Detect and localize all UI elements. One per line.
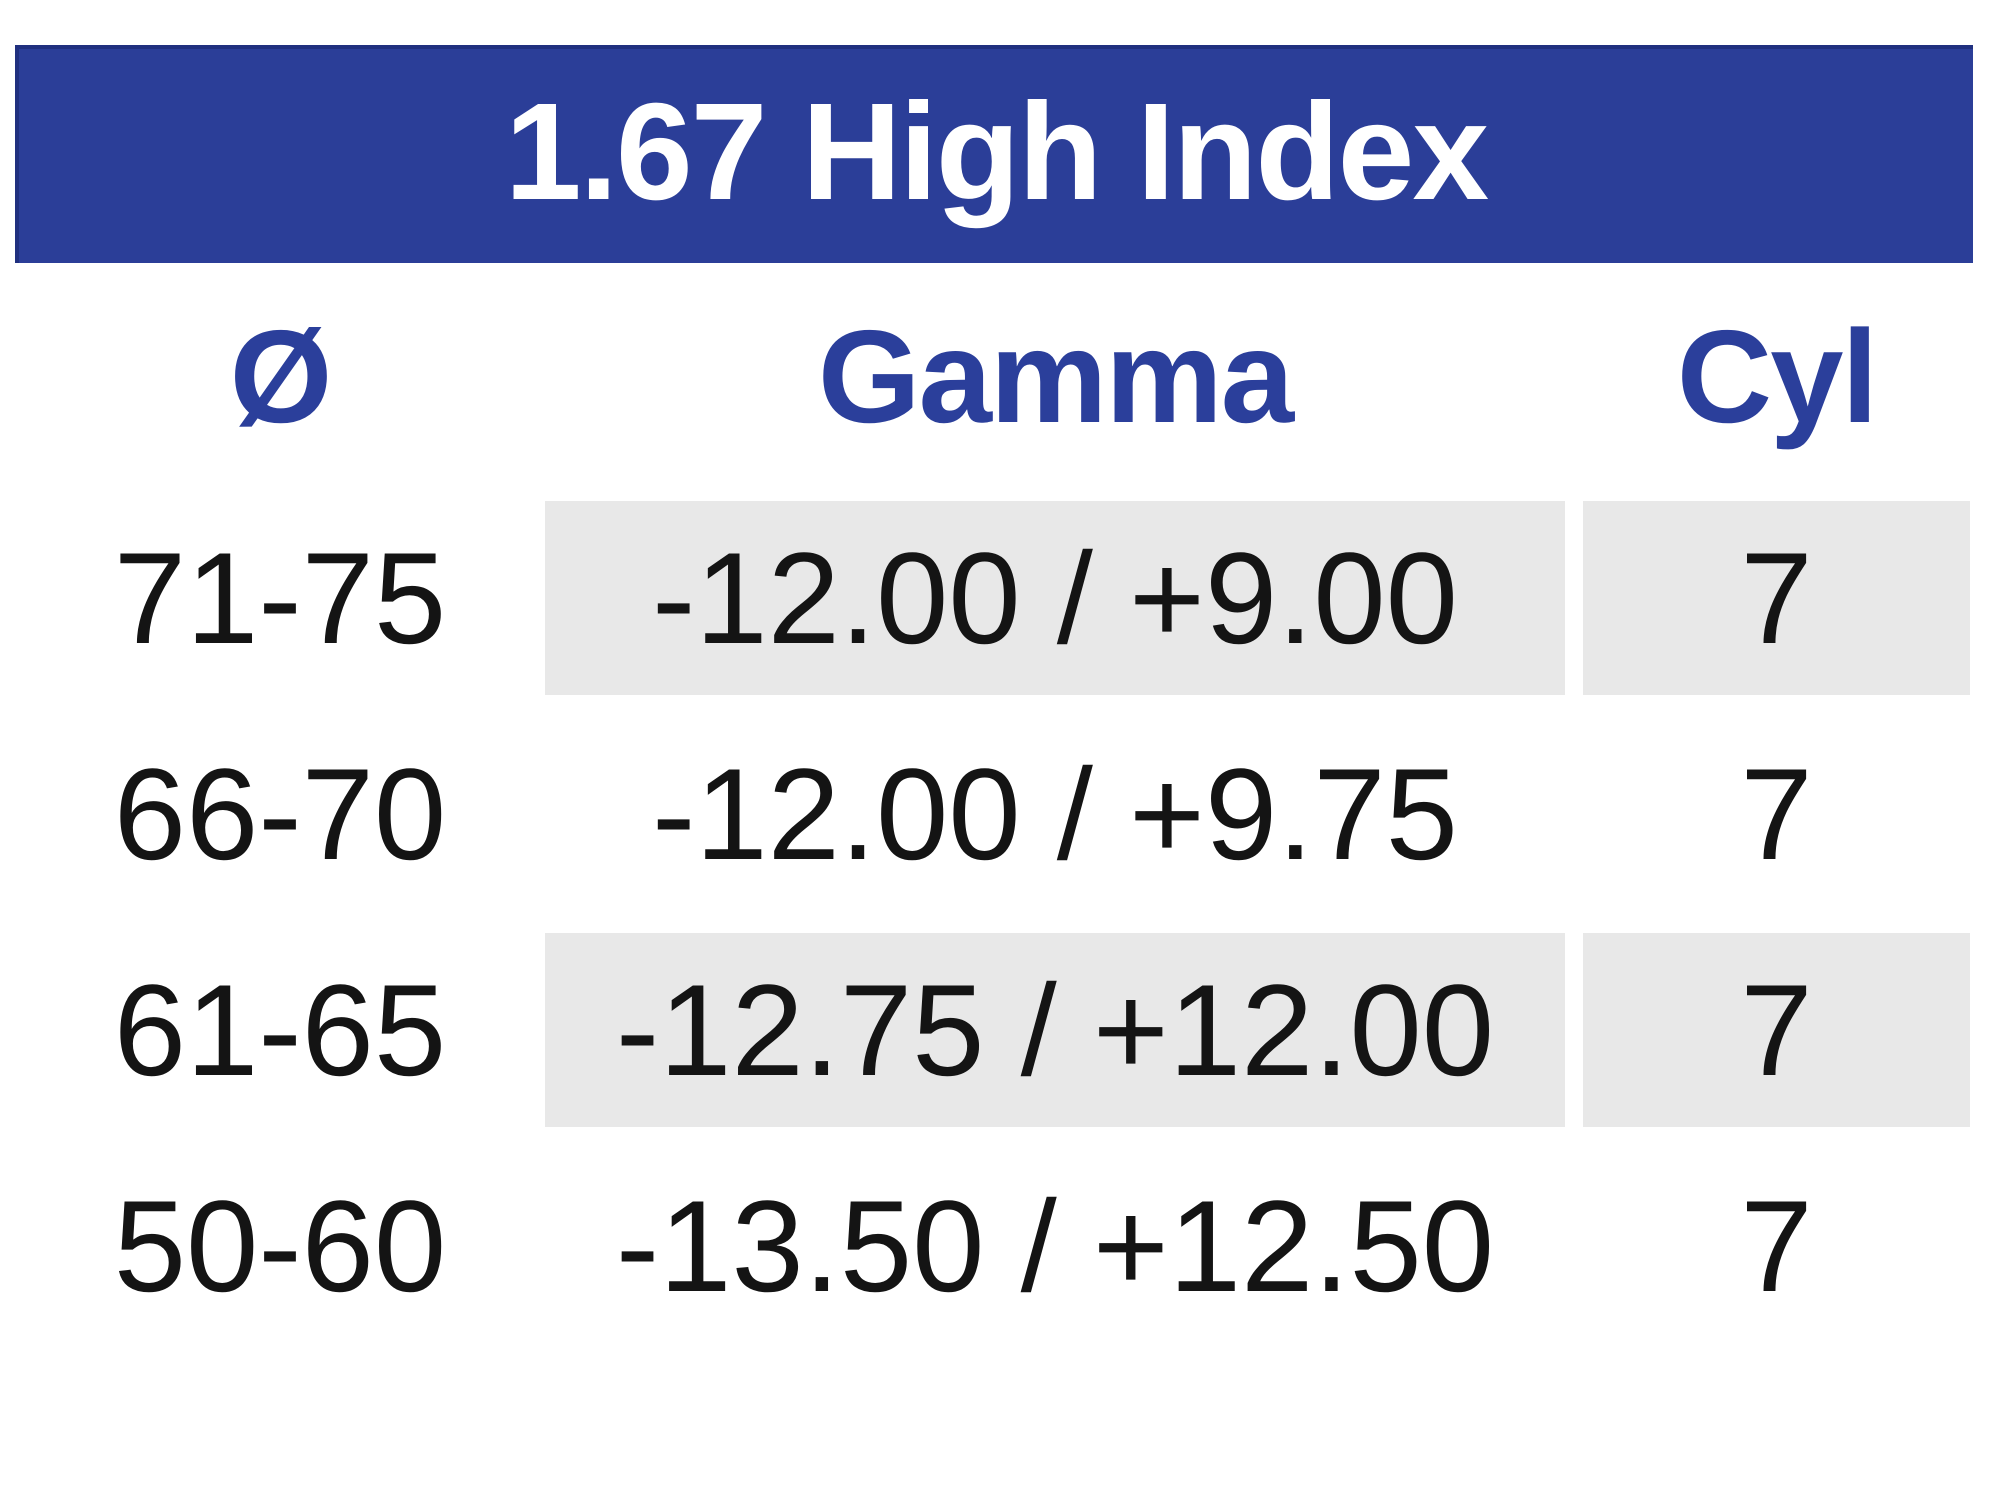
table-title: 1.67 High Index <box>504 74 1489 229</box>
column-header-gamma: Gamma <box>817 303 1294 450</box>
column-header-diameter: Ø <box>229 303 333 450</box>
column-gap <box>1565 922 1583 1138</box>
availability-table: Ø Gamma Cyl 71-75 -12.00 / +9.00 7 66-70… <box>15 263 1970 1354</box>
column-header-cyl: Cyl <box>1676 303 1878 450</box>
column-gap <box>1565 706 1583 922</box>
diameter-cell: 66-70 <box>113 741 447 887</box>
column-gap <box>1565 263 1583 490</box>
diameter-cell: 50-60 <box>113 1173 447 1319</box>
gamma-cell: -12.00 / +9.75 <box>652 741 1458 887</box>
cyl-cell: 7 <box>1740 741 1813 887</box>
column-gap <box>1565 1138 1583 1354</box>
cyl-cell: 7 <box>1740 1173 1813 1319</box>
gamma-cell: -12.75 / +12.00 <box>545 922 1565 1138</box>
gamma-cell: -13.50 / +12.50 <box>615 1173 1495 1319</box>
diameter-cell: 71-75 <box>113 525 447 671</box>
cyl-cell: 7 <box>1583 490 1970 706</box>
cyl-cell: 7 <box>1583 922 1970 1138</box>
table-title-bar: 1.67 High Index <box>15 45 1973 263</box>
column-gap <box>1565 490 1583 706</box>
diameter-cell: 61-65 <box>113 957 447 1103</box>
gamma-cell: -12.00 / +9.00 <box>545 490 1565 706</box>
